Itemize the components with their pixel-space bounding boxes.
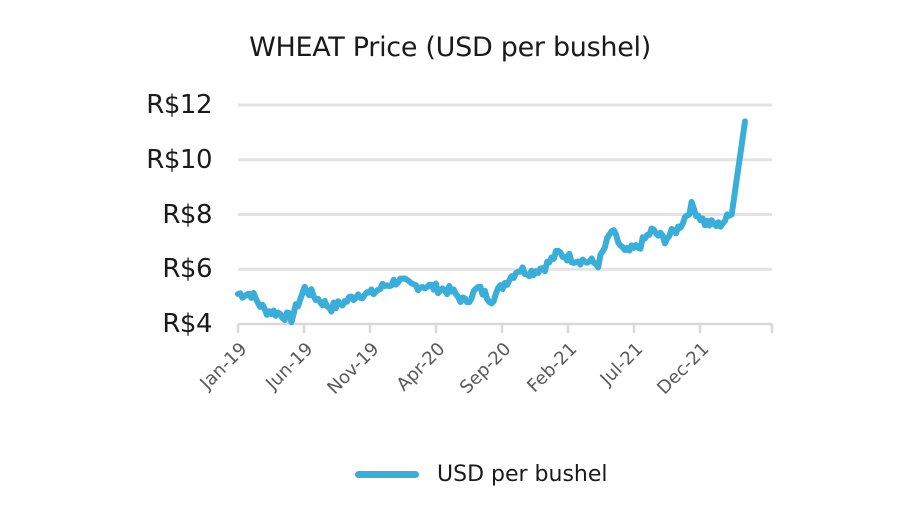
y-tick-label: R$8: [162, 199, 212, 230]
y-tick-label: R$4: [162, 309, 212, 339]
x-axis: [236, 322, 774, 333]
price-line: [235, 118, 748, 326]
y-tick-label: R$12: [146, 90, 212, 120]
y-tick-label: R$6: [162, 254, 212, 285]
y-tick-label: R$10: [146, 144, 212, 175]
legend: USD per bushel: [355, 462, 608, 487]
legend-label: USD per bushel: [437, 462, 608, 487]
chart-title: WHEAT Price (USD per bushel): [249, 32, 651, 63]
gridlines: [238, 103, 772, 271]
legend-line-icon: [355, 471, 419, 478]
